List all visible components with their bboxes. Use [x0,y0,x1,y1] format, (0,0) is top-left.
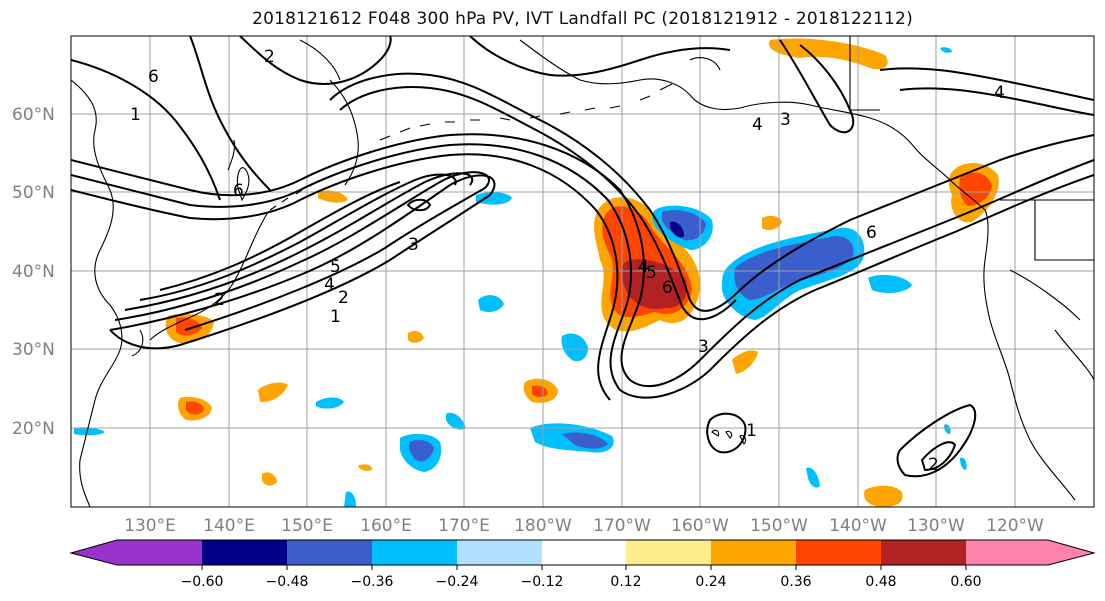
contour-label: 6 [662,278,673,298]
colorbar-tick-label: 0.60 [950,574,981,590]
lon-label: 150°W [750,516,808,536]
contour-label: 4 [324,275,335,295]
lat-label: 20°N [12,419,55,439]
lon-label: 140°W [829,516,887,536]
lon-label: 160°W [671,516,729,536]
lon-label: 130°E [124,516,176,536]
contour-label: 6 [233,181,244,201]
colorbar-outline [69,539,1096,566]
contour-label: 3 [780,110,791,130]
colorbar-segment [711,540,796,565]
negative-anomaly-fills [74,47,967,507]
lat-label: 30°N [12,340,55,360]
colorbar-tick-label: 0.12 [610,574,641,590]
latitude-labels: 60°N 50°N 40°N 30°N 20°N [12,105,55,439]
contour-label: 2 [264,47,275,67]
colorbar-segment [542,540,626,565]
lon-label: 150°E [281,516,333,536]
contour-label: 1 [746,421,757,441]
colorbar-ticks [201,565,967,570]
lon-label: 130°W [907,516,965,536]
contour-label: 5 [330,257,341,277]
colorbar-tick-label: 0.24 [695,574,726,590]
colorbar-tick-label: −0.60 [181,574,224,590]
colorbar-tick-label: −0.24 [436,574,479,590]
colorbar-segment [287,540,372,565]
contour-label: 5 [646,263,657,283]
contour-labels: 2 1 2 3 4 5 6 1 2 3 4 6 5 4 6 3 4 1 6 2 [130,47,1005,475]
map-title: 2018121612 F048 300 hPa PV, IVT Landfall… [252,9,913,29]
lat-label: 40°N [12,262,55,282]
colorbar-segment [881,540,966,565]
lon-label: 140°E [203,516,255,536]
map-frame [70,35,1095,508]
colorbar-tick-label: 0.48 [865,574,896,590]
colorbar-tick-label: −0.36 [351,574,394,590]
colorbar-segment [457,540,542,565]
lat-label: 50°N [12,183,55,203]
contour-label: 4 [638,257,649,277]
lon-label: 160°E [360,516,412,536]
contour-label: 4 [994,83,1005,103]
colorbar-tick-label: −0.12 [521,574,564,590]
lon-label: 170°W [593,516,651,536]
contour-label: 6 [148,67,159,87]
colorbar: −0.60 −0.48 −0.36 −0.24 −0.12 0.12 0.24 … [69,539,1096,590]
contour-label: 2 [338,288,349,308]
contour-label: 2 [928,455,939,475]
lon-label: 180°W [514,516,572,536]
colorbar-tick-label: 0.36 [780,574,811,590]
lon-label: 170°E [438,516,490,536]
lon-label: 120°W [986,516,1044,536]
colorbar-segment [796,540,881,565]
lat-label: 60°N [12,105,55,125]
colorbar-segment [71,540,202,565]
pv-contours [71,36,1094,478]
contour-label: 2 [214,290,225,310]
longitude-labels: 130°E 140°E 150°E 160°E 170°E 180°W 170°… [124,516,1044,536]
contour-label: 3 [408,235,419,255]
contour-label: 1 [330,307,341,327]
colorbar-tick-label: −0.48 [266,574,309,590]
colorbar-segment [202,540,287,565]
contour-label: 3 [698,337,709,357]
graticule [71,36,1094,507]
colorbar-segment [626,540,711,565]
contour-label: 4 [752,115,763,135]
contour-label: 6 [866,223,877,243]
contour-label: 1 [130,105,141,125]
colorbar-segment [372,540,457,565]
colorbar-segment [966,540,1094,565]
